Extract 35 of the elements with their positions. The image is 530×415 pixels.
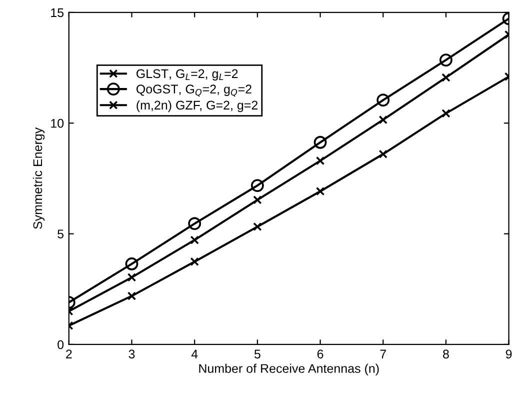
- legend-label: GLST, G$_{L}$=2, g$_{L}$=2: [136, 69, 238, 81]
- y-axis-title: Symmetric Energy: [32, 127, 45, 229]
- x-tick-label: 4: [191, 350, 198, 358]
- point: [190, 236, 199, 244]
- point: [188, 217, 202, 230]
- x-axis-title: Number of Receive Antennas (n): [199, 364, 379, 376]
- point: [250, 179, 264, 192]
- point: [127, 292, 136, 300]
- point: [190, 257, 199, 266]
- point: [125, 257, 138, 270]
- y-tick-label: 10: [51, 118, 64, 128]
- legend-label: (m,2n) GZF, G=2, g=2: [136, 100, 258, 112]
- point: [316, 186, 325, 196]
- point: [378, 115, 388, 124]
- x-tick-label: 3: [128, 350, 135, 358]
- point: [442, 109, 450, 118]
- point: [439, 54, 452, 66]
- y-tick-label: 5: [58, 230, 64, 238]
- x-tick-label: 9: [506, 350, 512, 358]
- point: [314, 136, 327, 149]
- y-tick-label: 15: [51, 8, 64, 18]
- point: [253, 196, 262, 204]
- x-tick-label: 8: [443, 350, 449, 358]
- x-tick-label: 5: [254, 350, 260, 358]
- legend-label: QoGST, G$_{Q}$=2, g$_{Q}$=2: [136, 84, 252, 97]
- y-tick-label: 0: [58, 340, 64, 350]
- point: [253, 222, 262, 232]
- x-tick-label: 2: [66, 350, 72, 358]
- point: [378, 150, 388, 158]
- point: [127, 273, 136, 282]
- point: [316, 156, 325, 166]
- point: [442, 73, 450, 82]
- x-tick-label: 7: [380, 350, 386, 358]
- point: [376, 94, 390, 107]
- x-tick-label: 6: [317, 350, 324, 358]
